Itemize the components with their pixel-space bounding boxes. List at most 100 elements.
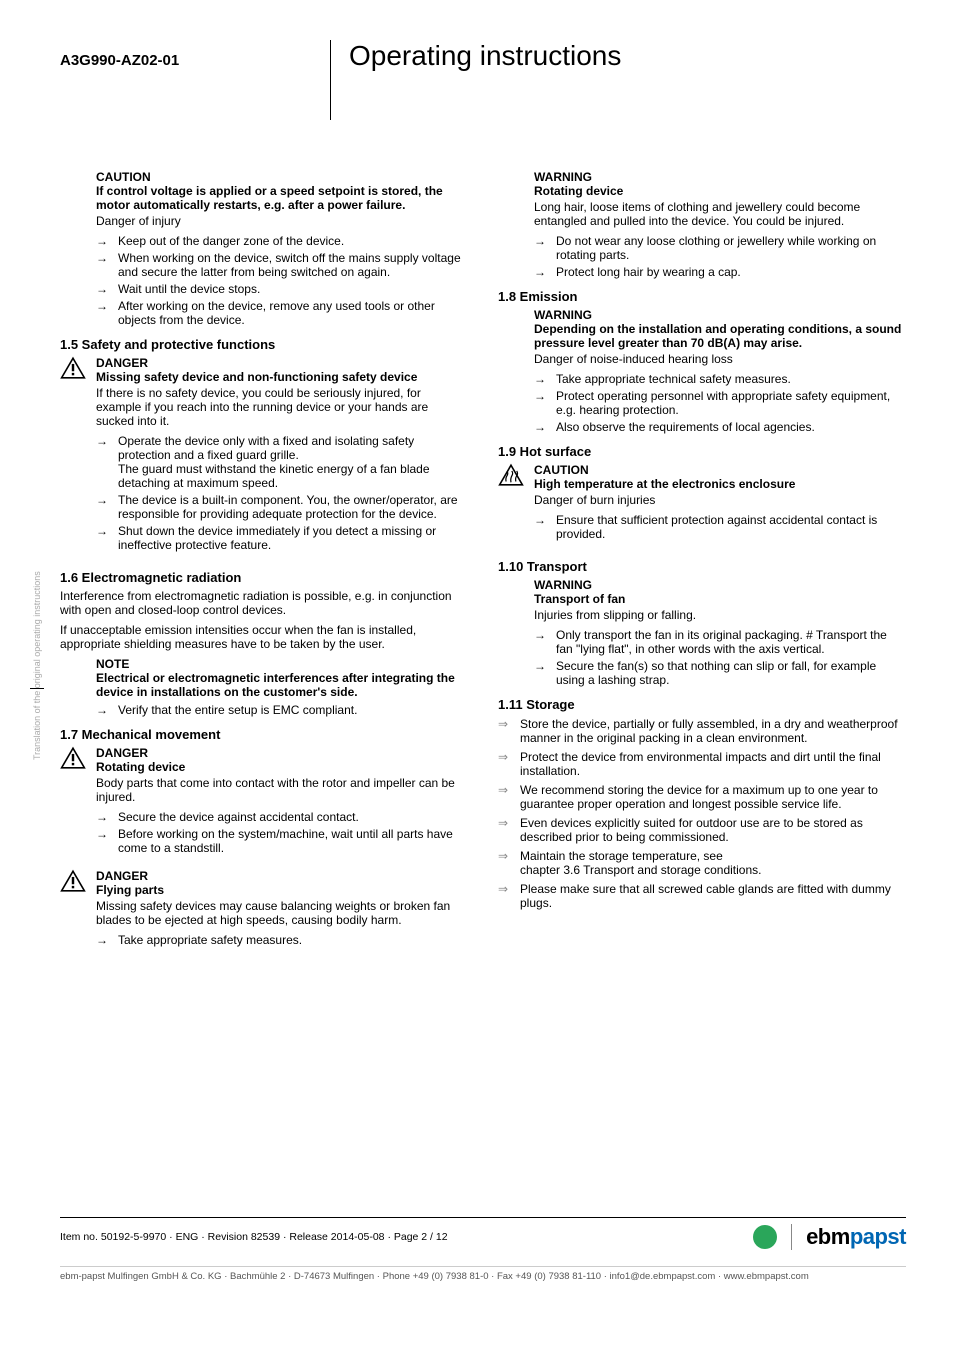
warning-triangle-icon	[60, 746, 88, 863]
bullet-icon: ⇒	[498, 849, 512, 877]
section-heading: 1.5 Safety and protective functions	[60, 337, 468, 352]
notice-text: Danger of noise-induced hearing loss	[534, 352, 906, 366]
arrow-icon: →	[534, 372, 550, 386]
warning-triangle-icon	[60, 869, 88, 955]
list-item: Operate the device only with a fixed and…	[118, 434, 468, 490]
arrow-icon: →	[96, 933, 112, 947]
footer-divider	[791, 1224, 792, 1250]
notice-type: WARNING	[534, 578, 906, 592]
content-columns: CAUTION If control voltage is applied or…	[60, 170, 906, 961]
body-text: If unacceptable emission intensities occ…	[60, 623, 468, 651]
arrow-icon: →	[96, 299, 112, 327]
notice-title: Missing safety device and non-functionin…	[96, 370, 468, 384]
notice-title: Electrical or electromagnetic interferen…	[96, 671, 468, 699]
ebmpapst-logo: ebmpapst	[806, 1224, 906, 1250]
company-address-line: ebm-papst Mulfingen GmbH & Co. KG · Bach…	[60, 1266, 906, 1282]
section-heading: 1.11 Storage	[498, 697, 906, 712]
notice-type: NOTE	[96, 657, 468, 671]
notice-text: Body parts that come into contact with t…	[96, 776, 468, 804]
list-item: After working on the device, remove any …	[118, 299, 468, 327]
instruction-list: →Secure the device against accidental co…	[96, 810, 468, 855]
warning-triangle-icon	[60, 356, 88, 560]
list-item: Take appropriate technical safety measur…	[556, 372, 906, 386]
notice-type: WARNING	[534, 170, 906, 184]
body-text: Interference from electromagnetic radiat…	[60, 589, 468, 617]
list-item: Also observe the requirements of local a…	[556, 420, 906, 434]
notice-title: Rotating device	[96, 760, 468, 774]
notice-title: Flying parts	[96, 883, 468, 897]
caution-hot-surface: CAUTION High temperature at the electron…	[498, 463, 906, 549]
section-heading: 1.7 Mechanical movement	[60, 727, 468, 742]
arrow-icon: →	[96, 703, 112, 717]
instruction-list: → Keep out of the danger zone of the devi…	[96, 234, 468, 327]
list-item: Ensure that sufficient protection agains…	[556, 513, 906, 541]
arrow-icon: →	[534, 628, 550, 656]
arrow-icon: →	[96, 827, 112, 855]
storage-list: ⇒ Store the device, partially or fully as…	[498, 717, 906, 910]
arrow-icon: →	[96, 282, 112, 296]
list-item: Wait until the device stops.	[118, 282, 468, 296]
list-item: Keep out of the danger zone of the devic…	[118, 234, 468, 248]
logo-papst: papst	[850, 1224, 906, 1249]
danger-safety-device: DANGER Missing safety device and non-fun…	[60, 356, 468, 560]
list-item: Protect long hair by wearing a cap.	[556, 265, 906, 279]
footer-item-line: Item no. 50192-5-9970 · ENG · Revision 8…	[60, 1231, 448, 1243]
section-heading: 1.8 Emission	[498, 289, 906, 304]
left-column: CAUTION If control voltage is applied or…	[60, 170, 468, 961]
arrow-icon: →	[96, 234, 112, 248]
list-item: Maintain the storage temperature, see ch…	[520, 849, 906, 877]
list-item: Store the device, partially or fully ass…	[520, 717, 906, 745]
green-tech-icon	[753, 1225, 777, 1249]
list-item: Protect the device from environmental im…	[520, 750, 906, 778]
list-item: Shut down the device immediately if you …	[118, 524, 468, 552]
list-item: When working on the device, switch off t…	[118, 251, 468, 279]
instruction-list: → Take appropriate safety measures.	[96, 933, 468, 947]
list-item: Even devices explicitly suited for outdo…	[520, 816, 906, 844]
warning-transport: WARNING Transport of fan Injuries from s…	[534, 578, 906, 687]
footer-bar: Item no. 50192-5-9970 · ENG · Revision 8…	[60, 1217, 906, 1250]
notice-text: Long hair, loose items of clothing and j…	[534, 200, 906, 228]
arrow-icon: →	[96, 810, 112, 824]
arrow-icon: →	[96, 524, 112, 552]
arrow-icon: →	[534, 234, 550, 262]
section-heading: 1.9 Hot surface	[498, 444, 906, 459]
arrow-icon: →	[534, 659, 550, 687]
list-item: Verify that the entire setup is EMC comp…	[118, 703, 468, 717]
notice-text: Injuries from slipping or falling.	[534, 608, 906, 622]
page-header: A3G990-AZ02-01 Operating instructions	[60, 40, 906, 120]
arrow-icon: →	[534, 265, 550, 279]
notice-type: DANGER	[96, 356, 468, 370]
list-item: Please make sure that all screwed cable …	[520, 882, 906, 910]
list-item: Protect operating personnel with appropr…	[556, 389, 906, 417]
header-divider	[330, 40, 331, 120]
arrow-icon: →	[96, 493, 112, 521]
warning-emission: WARNING Depending on the installation an…	[534, 308, 906, 434]
caution-restart: CAUTION If control voltage is applied or…	[96, 170, 468, 327]
footer-right: ebmpapst	[753, 1224, 906, 1250]
logo-ebm: ebm	[806, 1224, 850, 1249]
bullet-icon: ⇒	[498, 717, 512, 745]
notice-title: Transport of fan	[534, 592, 906, 606]
arrow-icon: →	[96, 251, 112, 279]
notice-title: Rotating device	[534, 184, 906, 198]
list-item: Take appropriate safety measures.	[118, 933, 468, 947]
instruction-list: →Do not wear any loose clothing or jewel…	[534, 234, 906, 279]
instruction-list: →Only transport the fan in its original …	[534, 628, 906, 687]
list-item: Do not wear any loose clothing or jewell…	[556, 234, 906, 262]
notice-type: DANGER	[96, 869, 468, 883]
right-column: WARNING Rotating device Long hair, loose…	[498, 170, 906, 961]
bullet-icon: ⇒	[498, 882, 512, 910]
notice-type: CAUTION	[534, 463, 906, 477]
instruction-list: →Operate the device only with a fixed an…	[96, 434, 468, 552]
part-number: A3G990-AZ02-01	[60, 40, 330, 69]
bullet-icon: ⇒	[498, 750, 512, 778]
notice-type: CAUTION	[96, 170, 468, 184]
danger-flying-parts: DANGER Flying parts Missing safety devic…	[60, 869, 468, 955]
side-rotated-text: Translation of the original operating in…	[32, 571, 42, 760]
notice-text: Missing safety devices may cause balanci…	[96, 899, 468, 927]
notice-text: Danger of burn injuries	[534, 493, 906, 507]
list-item: Only transport the fan in its original p…	[556, 628, 906, 656]
page-title: Operating instructions	[349, 40, 621, 72]
arrow-icon: →	[96, 434, 112, 490]
bullet-icon: ⇒	[498, 816, 512, 844]
